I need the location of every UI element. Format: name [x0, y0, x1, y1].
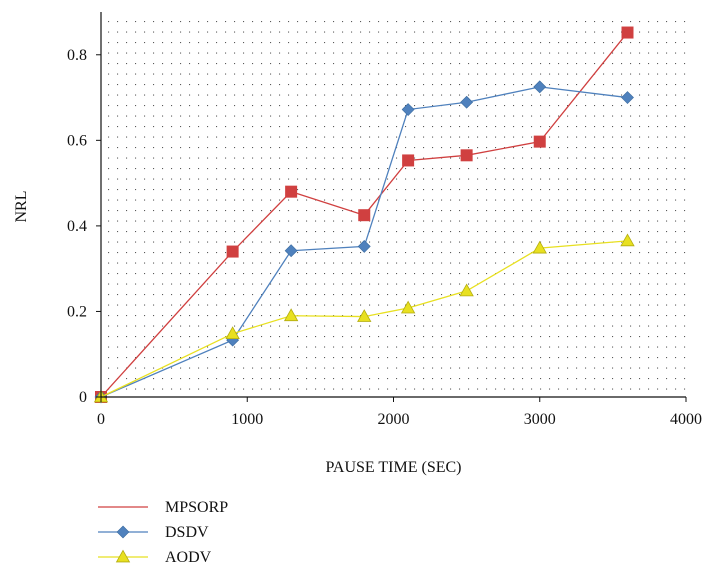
- legend-item-dsdv: DSDV: [98, 524, 209, 541]
- data-point-mpsorp: [358, 209, 371, 222]
- series-aodv: [93, 233, 635, 403]
- legend-item-aodv: AODV: [98, 549, 212, 566]
- legend-label: AODV: [165, 549, 212, 566]
- legend-label: MPSORP: [165, 499, 228, 516]
- y-tick-label: 0.2: [67, 303, 87, 320]
- series-line-mpsorp: [100, 32, 629, 398]
- data-point-aodv: [459, 283, 474, 297]
- series-line-aodv: [100, 240, 628, 398]
- x-tick-label: 3000: [524, 411, 556, 428]
- data-point-mpsorp: [621, 26, 634, 39]
- legend: MPSORP DSDV AODV: [98, 499, 228, 566]
- series-line-dsdv: [100, 86, 628, 398]
- x-tick-label: 4000: [670, 411, 702, 428]
- data-point-aodv: [283, 308, 299, 322]
- data-point-mpsorp: [460, 149, 473, 162]
- data-point-aodv: [225, 326, 240, 340]
- x-tick-label: 2000: [378, 411, 410, 428]
- data-point-mpsorp: [533, 135, 546, 148]
- y-tick-label: 0.8: [67, 47, 87, 64]
- data-point-mpsorp: [402, 154, 415, 167]
- data-point-dsdv: [401, 103, 415, 116]
- y-axis-title: NRL: [13, 191, 30, 223]
- x-axis-title: PAUSE TIME (SEC): [325, 459, 461, 476]
- x-tick-label: 1000: [231, 411, 263, 428]
- data-point-dsdv: [460, 95, 474, 109]
- legend-marker: [115, 549, 131, 563]
- plot-background: [102, 12, 686, 397]
- data-point-dsdv: [284, 244, 298, 258]
- x-tick-label: 0: [97, 411, 105, 428]
- data-point-mpsorp: [226, 245, 239, 258]
- y-tick-label: 0.4: [67, 218, 87, 235]
- legend-item-mpsorp: MPSORP: [98, 499, 228, 516]
- series-mpsorp: [95, 26, 634, 403]
- data-point-mpsorp: [285, 185, 298, 198]
- data-point-dsdv: [357, 239, 371, 253]
- data-point-aodv: [532, 240, 547, 254]
- plot-area-grid: [102, 12, 686, 397]
- y-tick-label: 0.6: [67, 132, 87, 149]
- legend-label: DSDV: [165, 524, 209, 541]
- data-point-aodv: [400, 300, 416, 314]
- y-tick-label: 0: [79, 389, 87, 406]
- data-point-aodv: [357, 309, 372, 322]
- data-point-dsdv: [621, 91, 634, 104]
- series-layer: [93, 26, 635, 404]
- data-point-dsdv: [533, 80, 547, 94]
- data-point-aodv: [620, 233, 635, 247]
- legend-marker: [116, 525, 130, 539]
- ticks-layer: 0 1000 2000 3000 4000 0 0.2 0.4 0.6 0.8: [67, 47, 702, 428]
